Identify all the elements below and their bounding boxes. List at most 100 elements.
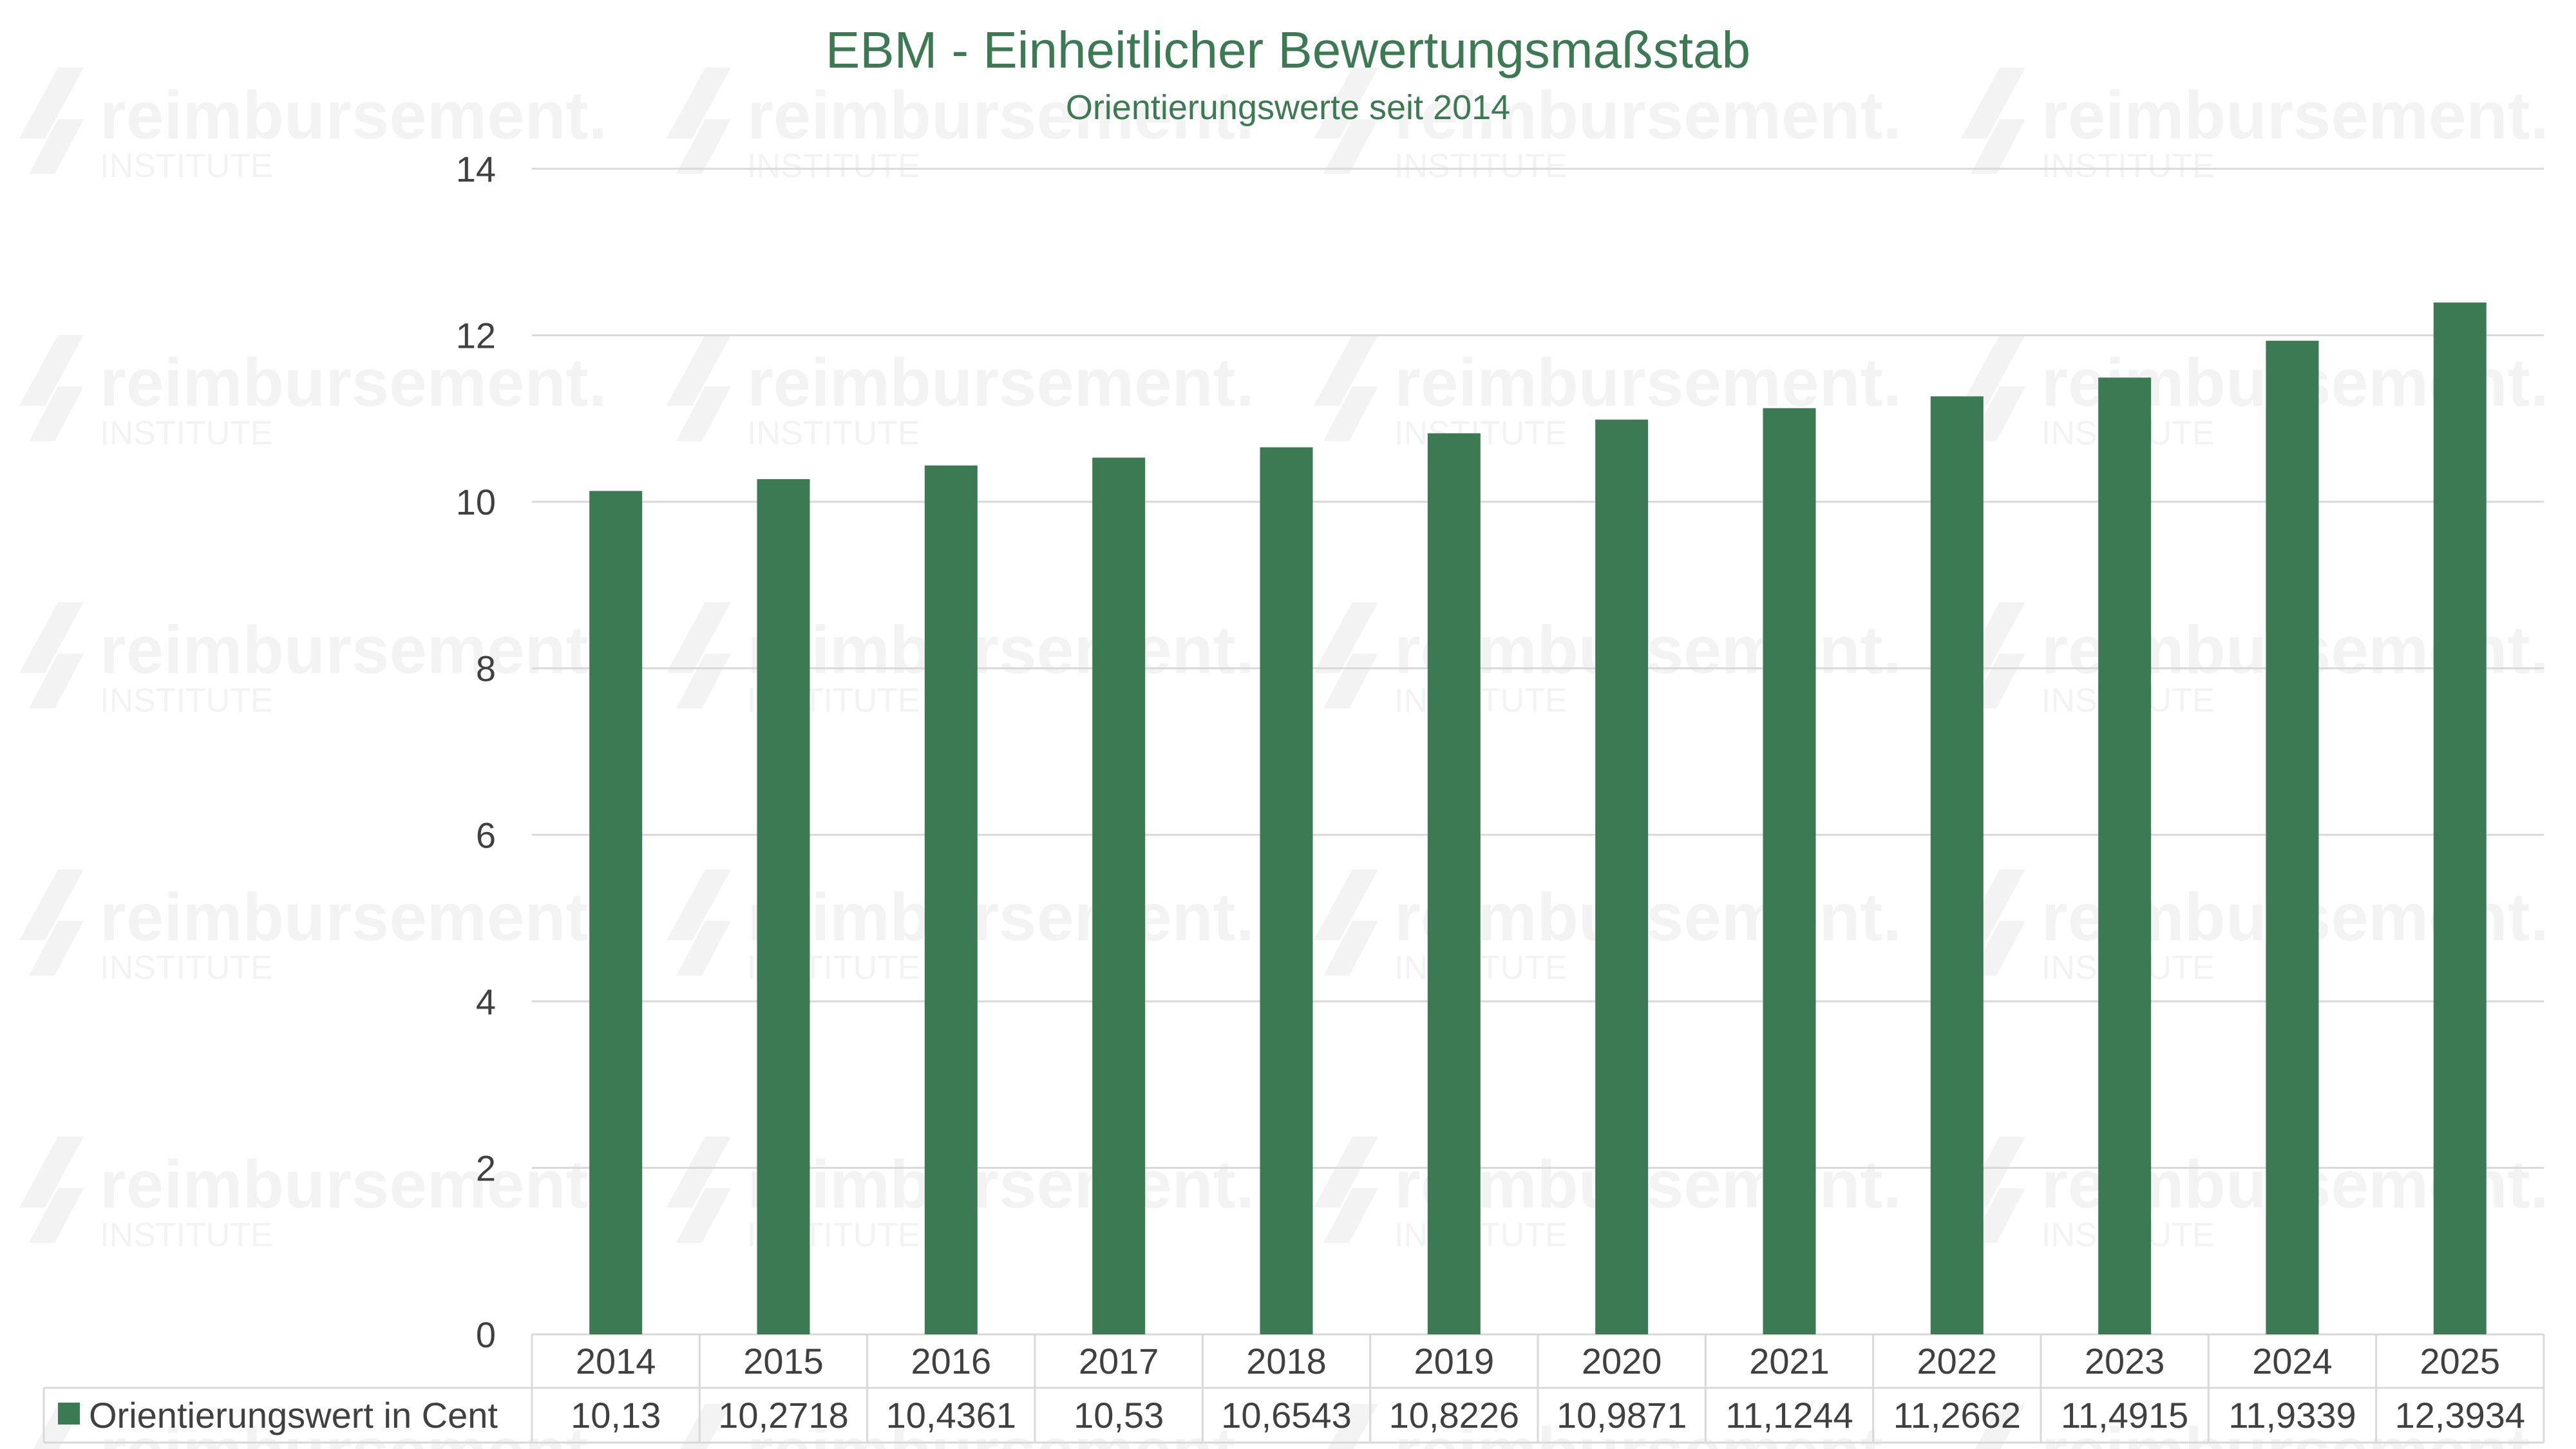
x-tick-label: 2015 [743, 1341, 824, 1381]
watermark-logo-icon [1314, 869, 1378, 976]
watermark-logo-icon [667, 335, 731, 441]
watermark-tile: reimbursement.INSTITUTE [19, 68, 607, 185]
watermark-sub: INSTITUTE [1394, 415, 1567, 452]
watermark-brand: reimbursement. [1394, 78, 1902, 153]
watermark-logo-icon [680, 1404, 731, 1449]
watermark-tile: reimbursement.INSTITUTE [1314, 68, 1902, 185]
y-tick-label: 14 [456, 149, 496, 189]
watermark-brand: reimbursement. [100, 345, 607, 421]
watermark-sub: INSTITUTE [100, 147, 273, 185]
watermark-tile: reimbursement.INSTITUTE [19, 602, 607, 719]
watermark-sub: INSTITUTE [1394, 147, 1567, 185]
watermark-logo-icon [1314, 335, 1378, 441]
data-table-value: 10,9871 [1557, 1395, 1687, 1435]
y-tick-label: 12 [456, 316, 496, 356]
x-tick-label: 2014 [576, 1341, 656, 1381]
watermark-logo-icon [19, 602, 84, 708]
x-tick-label: 2019 [1414, 1341, 1495, 1381]
watermark-sub: INSTITUTE [2041, 147, 2215, 185]
watermark-logo-icon [1327, 1404, 1378, 1449]
watermark-brand: reimbursement. [2041, 78, 2549, 153]
watermark-sub: INSTITUTE [747, 147, 920, 185]
legend-label: Orientierungswert in Cent [89, 1395, 498, 1435]
bar [1930, 396, 1984, 1334]
y-tick-label: 6 [476, 815, 496, 855]
data-table-value: 10,6543 [1221, 1395, 1351, 1435]
bar [1092, 457, 1146, 1335]
x-tick-label: 2021 [1749, 1341, 1830, 1381]
data-table-value: 10,13 [571, 1395, 661, 1435]
watermark-tile: reimbursement.INSTITUTE [19, 869, 607, 987]
x-tick-label: 2017 [1079, 1341, 1159, 1381]
data-table-value: 10,8226 [1389, 1395, 1519, 1435]
legend-swatch [58, 1403, 80, 1425]
watermark-tile: reimbursement.INSTITUTE [667, 602, 1255, 719]
watermark-logo-icon [1961, 1137, 2025, 1243]
watermark-brand: reimbursement. [747, 1147, 1255, 1222]
watermark-logo-icon [667, 602, 731, 708]
watermark-sub: INSTITUTE [100, 949, 273, 987]
data-table-value: 11,1244 [1725, 1395, 1853, 1435]
bar [2098, 377, 2152, 1334]
watermark-logo-icon [19, 335, 84, 441]
x-tick-label: 2016 [911, 1341, 992, 1381]
watermark-logo-icon [19, 1137, 84, 1243]
watermark-brand: reimbursement. [100, 1147, 607, 1222]
data-table-value: 10,4361 [886, 1395, 1016, 1435]
watermark-tile: reimbursement.INSTITUTE [667, 335, 1255, 452]
bar [2433, 302, 2486, 1334]
data-table: 2014 2015 2016 2017 2018 2019 2020 2021 2022 2023… [43, 1334, 2545, 1444]
watermark-brand: reimbursement. [100, 612, 607, 688]
x-tick-label: 2024 [2252, 1341, 2333, 1381]
x-tick-label: 2022 [1917, 1341, 1998, 1381]
data-table-value: 12,3934 [2395, 1395, 2525, 1435]
watermark-brand: reimbursement. [100, 880, 607, 955]
chart-subtitle: Orientierungswerte seit 2014 [1066, 88, 1510, 127]
x-tick-label: 2020 [1582, 1341, 1662, 1381]
watermark-logo-icon [1314, 68, 1378, 174]
x-tick-label: 2023 [2085, 1341, 2165, 1381]
bar [589, 491, 643, 1334]
watermark-tile: reimbursement.INSTITUTE [1314, 335, 1902, 452]
x-tick-label: 2025 [2420, 1341, 2501, 1381]
watermark-sub: INSTITUTE [1394, 949, 1567, 987]
data-table-value: 11,4915 [2061, 1395, 2188, 1435]
data-table-value: 11,9339 [2228, 1395, 2356, 1435]
watermark-logo-icon [1961, 335, 2025, 441]
bar [1595, 419, 1649, 1334]
watermark-logo-icon [1961, 602, 2025, 708]
watermark-tile: reimbursement.INSTITUTE [19, 335, 607, 452]
bars [589, 302, 2486, 1335]
data-table-value: 10,53 [1074, 1395, 1164, 1435]
watermark-brand: reimbursement. [100, 78, 607, 153]
chart-title: EBM - Einheitlicher Bewertungsmaßstab [826, 21, 1750, 79]
y-axis-ticks: 0 2 4 6 8 10 12 14 [456, 149, 496, 1355]
bar [757, 479, 810, 1335]
watermark-logo-icon [1975, 1404, 2025, 1449]
bar [1260, 447, 1313, 1334]
y-tick-label: 2 [476, 1148, 496, 1188]
watermark-tile: reimbursement.INSTITUTE [1961, 68, 2549, 185]
watermark-brand: reimbursement. [747, 345, 1255, 421]
watermark-logo-icon [19, 68, 84, 174]
watermark-logo-icon [667, 68, 731, 174]
watermark-brand: reimbursement. [747, 78, 1255, 153]
y-tick-label: 10 [456, 482, 496, 522]
watermark-tile: reimbursement.INSTITUTE [667, 68, 1255, 185]
bar [924, 465, 978, 1334]
watermark-logo-icon [1314, 1137, 1378, 1243]
watermark-sub: INSTITUTE [100, 415, 273, 452]
y-tick-label: 0 [476, 1314, 496, 1355]
watermark-brand: reimbursement. [747, 880, 1255, 955]
watermark-logo-icon [1314, 602, 1378, 708]
bar [1427, 433, 1481, 1334]
watermark-sub: INSTITUTE [100, 1217, 273, 1254]
y-tick-label: 8 [476, 649, 496, 689]
bar [1763, 408, 1816, 1335]
watermark-sub: INSTITUTE [100, 682, 273, 719]
data-table-value: 10,2718 [718, 1395, 848, 1435]
watermark-logo-icon [667, 1137, 731, 1243]
watermark-logo-icon [667, 869, 731, 976]
